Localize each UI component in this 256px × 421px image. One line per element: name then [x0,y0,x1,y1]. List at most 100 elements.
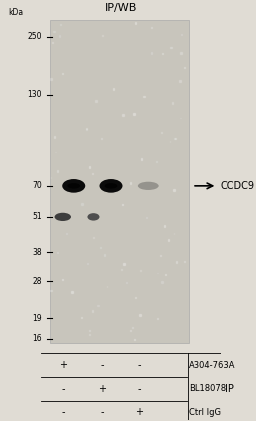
Bar [157,318,158,319]
Bar [162,53,163,54]
Bar [102,35,103,36]
Bar [135,22,136,24]
Bar [168,240,169,241]
Bar [57,252,58,253]
Bar [62,279,63,280]
Text: 130: 130 [27,91,42,99]
Text: 16: 16 [32,334,42,344]
Bar [92,173,93,174]
Text: CCDC9: CCDC9 [221,181,255,191]
Text: -: - [101,360,104,370]
Bar [175,138,176,139]
Bar [143,96,145,97]
Text: 38: 38 [32,248,42,256]
Bar [174,138,175,139]
Bar [135,297,136,298]
Bar [140,269,141,271]
Bar [122,114,124,116]
Bar [132,327,133,328]
Bar [86,129,87,130]
Text: +: + [98,384,106,394]
Bar [57,170,58,172]
Text: 51: 51 [32,212,42,221]
Ellipse shape [67,183,80,189]
Bar [66,233,67,234]
Bar [164,225,165,227]
Text: 19: 19 [32,314,42,323]
Bar [92,310,93,312]
Text: Ctrl IgG: Ctrl IgG [189,408,221,417]
Bar [130,330,131,331]
Bar [54,136,55,138]
Text: 70: 70 [32,181,42,190]
Bar [70,184,71,185]
Text: 250: 250 [27,32,42,41]
Bar [122,204,123,205]
Bar [180,117,181,118]
Bar [81,203,83,205]
Text: -: - [138,384,141,394]
Bar [151,27,152,28]
Bar [133,112,135,115]
Text: +: + [135,408,144,417]
Ellipse shape [88,213,100,221]
Bar [184,261,185,262]
Bar [86,128,87,129]
Bar [81,317,82,318]
Text: IP: IP [225,384,234,394]
Text: -: - [101,408,104,417]
Bar [184,67,185,68]
Bar [50,20,189,343]
Bar [139,314,141,316]
Bar [95,100,97,102]
Bar [130,182,131,184]
Bar [162,281,163,283]
Text: IP/WB: IP/WB [105,3,137,13]
Bar [126,282,127,283]
Bar [180,52,182,54]
Bar [121,269,122,270]
Bar [173,189,175,191]
Bar [93,237,94,238]
Ellipse shape [100,179,123,193]
Text: kDa: kDa [8,8,23,17]
Bar [161,132,162,133]
Bar [53,31,55,32]
Bar [113,88,114,90]
Ellipse shape [55,213,71,221]
Bar [151,52,152,53]
Bar [156,160,157,162]
Bar [123,263,125,265]
Ellipse shape [62,179,85,193]
Bar [160,255,161,256]
Bar [71,291,73,293]
Bar [59,35,60,37]
Text: -: - [138,360,141,370]
Bar [67,181,68,183]
Bar [50,78,52,80]
Bar [100,247,101,248]
Bar [97,304,99,306]
Text: A304-763A: A304-763A [189,361,235,370]
Bar [89,166,90,168]
Ellipse shape [105,183,117,189]
Bar [134,338,135,340]
Bar [87,263,88,264]
Bar [180,34,182,35]
Bar [104,254,105,256]
Bar [141,158,142,160]
Bar [101,138,102,139]
Bar [106,286,108,287]
Text: -: - [61,384,65,394]
Bar [170,47,172,48]
Text: +: + [59,360,67,370]
Bar [172,102,173,104]
Bar [50,290,52,291]
Bar [62,72,63,74]
Bar [89,330,90,331]
Bar [89,334,90,335]
Text: -: - [61,408,65,417]
Text: BL18078: BL18078 [189,384,226,393]
Bar [146,217,147,218]
Bar [179,80,181,82]
